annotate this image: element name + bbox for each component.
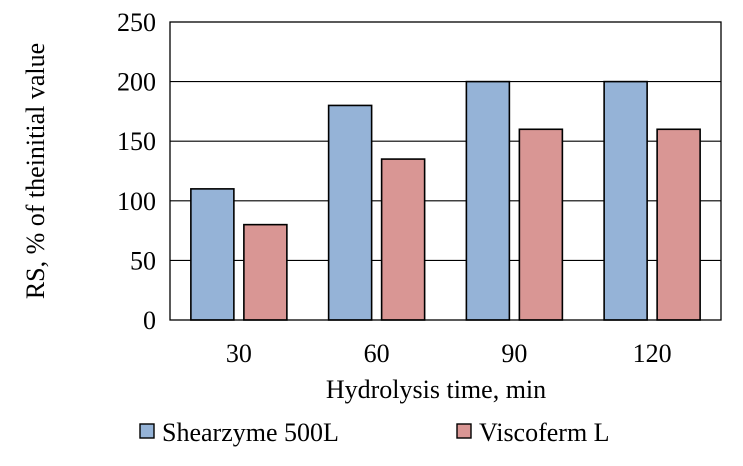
- x-axis-title: Hydrolysis time, min: [326, 375, 546, 404]
- y-tick-label: 50: [130, 246, 156, 275]
- bar-viscoferm-l-90: [518, 128, 564, 321]
- y-tick-label: 0: [143, 306, 156, 335]
- legend: Shearzyme 500L Viscoferm L: [139, 418, 610, 447]
- y-tick-label: 100: [117, 187, 156, 216]
- bar-shearzyme-500l-60: [327, 104, 373, 321]
- bar-viscoferm-l-60: [380, 158, 426, 321]
- bars: [190, 80, 701, 321]
- x-tick-label: 120: [633, 339, 672, 368]
- legend-label: Shearzyme 500L: [162, 418, 339, 447]
- legend-label: Viscoferm L: [479, 418, 610, 447]
- y-tick-label: 250: [117, 8, 156, 37]
- x-tick-labels: 30 60 90 120: [226, 339, 672, 368]
- x-tick-label: 90: [501, 339, 527, 368]
- bar-shearzyme-500l-90: [465, 80, 511, 321]
- y-tick-labels: 0 50 100 150 200 250: [117, 8, 156, 335]
- legend-swatch: [456, 423, 472, 439]
- bar-shearzyme-500l-120: [603, 80, 648, 321]
- x-tick-label: 60: [364, 339, 390, 368]
- plot-area-border: [169, 21, 722, 321]
- x-tick-label: 30: [226, 339, 252, 368]
- bar-viscoferm-l-30: [243, 223, 288, 321]
- legend-item: Viscoferm L: [456, 418, 610, 447]
- bar-shearzyme-500l-30: [190, 188, 235, 321]
- legend-swatch: [139, 423, 155, 439]
- legend-item: Shearzyme 500L: [139, 418, 339, 447]
- y-tick-label: 200: [117, 68, 156, 97]
- bar-viscoferm-l-120: [656, 128, 701, 321]
- y-axis-title: RS, % of theinitial value: [21, 43, 50, 299]
- y-tick-label: 150: [117, 127, 156, 156]
